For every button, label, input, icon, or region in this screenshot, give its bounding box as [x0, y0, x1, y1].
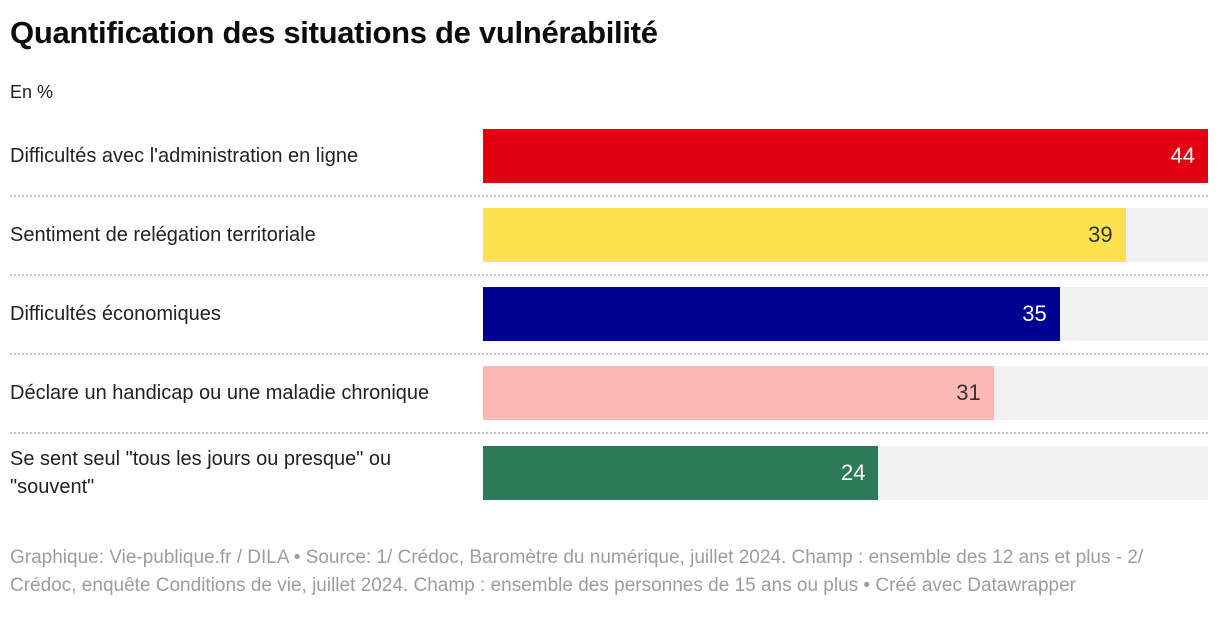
- chart-row: Difficultés avec l'administration en lig…: [10, 118, 1208, 195]
- chart-row: Se sent seul "tous les jours ou presque"…: [10, 432, 1208, 513]
- bar-track: 24: [483, 446, 1208, 501]
- bar-track: 44: [483, 129, 1208, 184]
- chart-subtitle: En %: [10, 81, 54, 102]
- category-label: Déclare un handicap ou une maladie chron…: [10, 382, 430, 405]
- value-label: 35: [1022, 301, 1047, 327]
- value-label: 24: [840, 460, 866, 486]
- source-credit: Graphique: Vie-publique.fr / DILA • Sour…: [10, 547, 1144, 597]
- chart-row: Sentiment de relégation territoriale 39: [10, 195, 1208, 274]
- bar[interactable]: 24: [483, 446, 879, 501]
- bar-track: 31: [483, 366, 1208, 421]
- bar[interactable]: 35: [483, 287, 1060, 342]
- chart-row: Difficultés économiques 35: [10, 274, 1208, 353]
- category-label: Se sent seul "tous les jours ou presque"…: [10, 448, 392, 499]
- category-label: Difficultés avec l'administration en lig…: [10, 145, 359, 168]
- chart-row: Déclare un handicap ou une maladie chron…: [10, 353, 1208, 432]
- page-title: Quantification des situations de vulnéra…: [10, 15, 658, 50]
- bar[interactable]: 39: [483, 208, 1126, 263]
- chart-page: Quantification des situations de vulnéra…: [0, 14, 1220, 600]
- category-label: Difficultés économiques: [10, 303, 221, 326]
- bar-track: 39: [483, 208, 1208, 263]
- category-label: Sentiment de relégation territoriale: [10, 224, 316, 247]
- bar[interactable]: 31: [483, 366, 994, 421]
- value-label: 39: [1088, 222, 1113, 248]
- value-label: 31: [956, 380, 981, 406]
- bar-chart: Difficultés avec l'administration en lig…: [10, 118, 1208, 513]
- bar[interactable]: 44: [483, 129, 1208, 184]
- value-label: 44: [1170, 143, 1195, 169]
- bar-track: 35: [483, 287, 1208, 342]
